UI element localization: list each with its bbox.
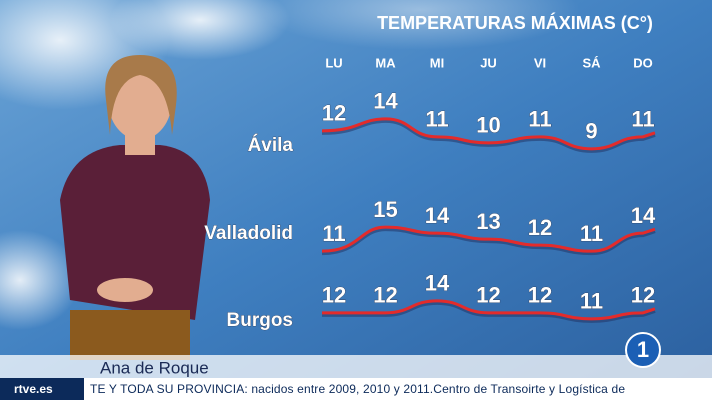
forecast-chart: TEMPERATURAS MÁXIMAS (C°) LU MA MI JU VI SÁ DO…: [204, 12, 656, 332]
channel-logo-text: 1: [637, 337, 649, 362]
temperature: 14: [425, 203, 450, 228]
cloud: [0, 230, 80, 330]
city-name: Valladolid: [204, 223, 293, 244]
temperature: 12: [322, 283, 346, 308]
temperature-curve: [321, 117, 656, 151]
site-box: [0, 378, 84, 400]
temperature: 12: [631, 283, 655, 308]
day-label: SÁ: [582, 55, 601, 70]
temperature: 9: [585, 119, 597, 144]
temperature-curve: [321, 225, 656, 253]
city-name: Ávila: [248, 134, 294, 156]
day-label: JU: [480, 55, 497, 70]
temperature: 11: [528, 107, 551, 132]
temperature: 12: [528, 283, 552, 308]
temperature: 12: [322, 101, 346, 126]
cloud: [260, 0, 580, 50]
day-label: MA: [375, 55, 396, 70]
day-label: LU: [325, 55, 342, 70]
temperature-curve-shadow: [321, 227, 656, 256]
ticker-text: TE Y TODA SU PROVINCIA: nacidos entre 20…: [90, 382, 625, 396]
caption-bar: [0, 355, 712, 378]
temperature: 10: [476, 113, 500, 138]
title: TEMPERATURAS MÁXIMAS (C°): [377, 12, 653, 33]
temperature: 14: [373, 89, 398, 114]
day-label: DO: [633, 55, 653, 70]
ticker-bar: [0, 378, 712, 400]
temperature-curve-shadow: [321, 118, 656, 153]
temperature: 11: [425, 107, 448, 132]
temperature: 11: [580, 289, 603, 314]
temperature: 15: [373, 197, 397, 222]
cloud: [110, 0, 290, 60]
temperature: 11: [580, 221, 603, 246]
temperature-curve-shadow: [322, 300, 656, 323]
temperature: 12: [476, 283, 500, 308]
day-label: VI: [534, 55, 546, 70]
temperature: 12: [373, 283, 397, 308]
temperature: 12: [528, 215, 552, 240]
temperature-curve: [322, 299, 656, 321]
temperature: 14: [425, 271, 450, 296]
temperature: 14: [631, 203, 656, 228]
temperature: 11: [322, 221, 345, 246]
temperature: 13: [476, 209, 500, 234]
day-label: MI: [430, 55, 444, 70]
presenter: [60, 55, 210, 360]
temperature: 11: [631, 107, 654, 132]
presenter-name: Ana de Roque: [100, 358, 209, 377]
city-name: Burgos: [227, 310, 294, 331]
site: rtve.es: [14, 382, 53, 396]
channel-logo: [625, 332, 661, 368]
